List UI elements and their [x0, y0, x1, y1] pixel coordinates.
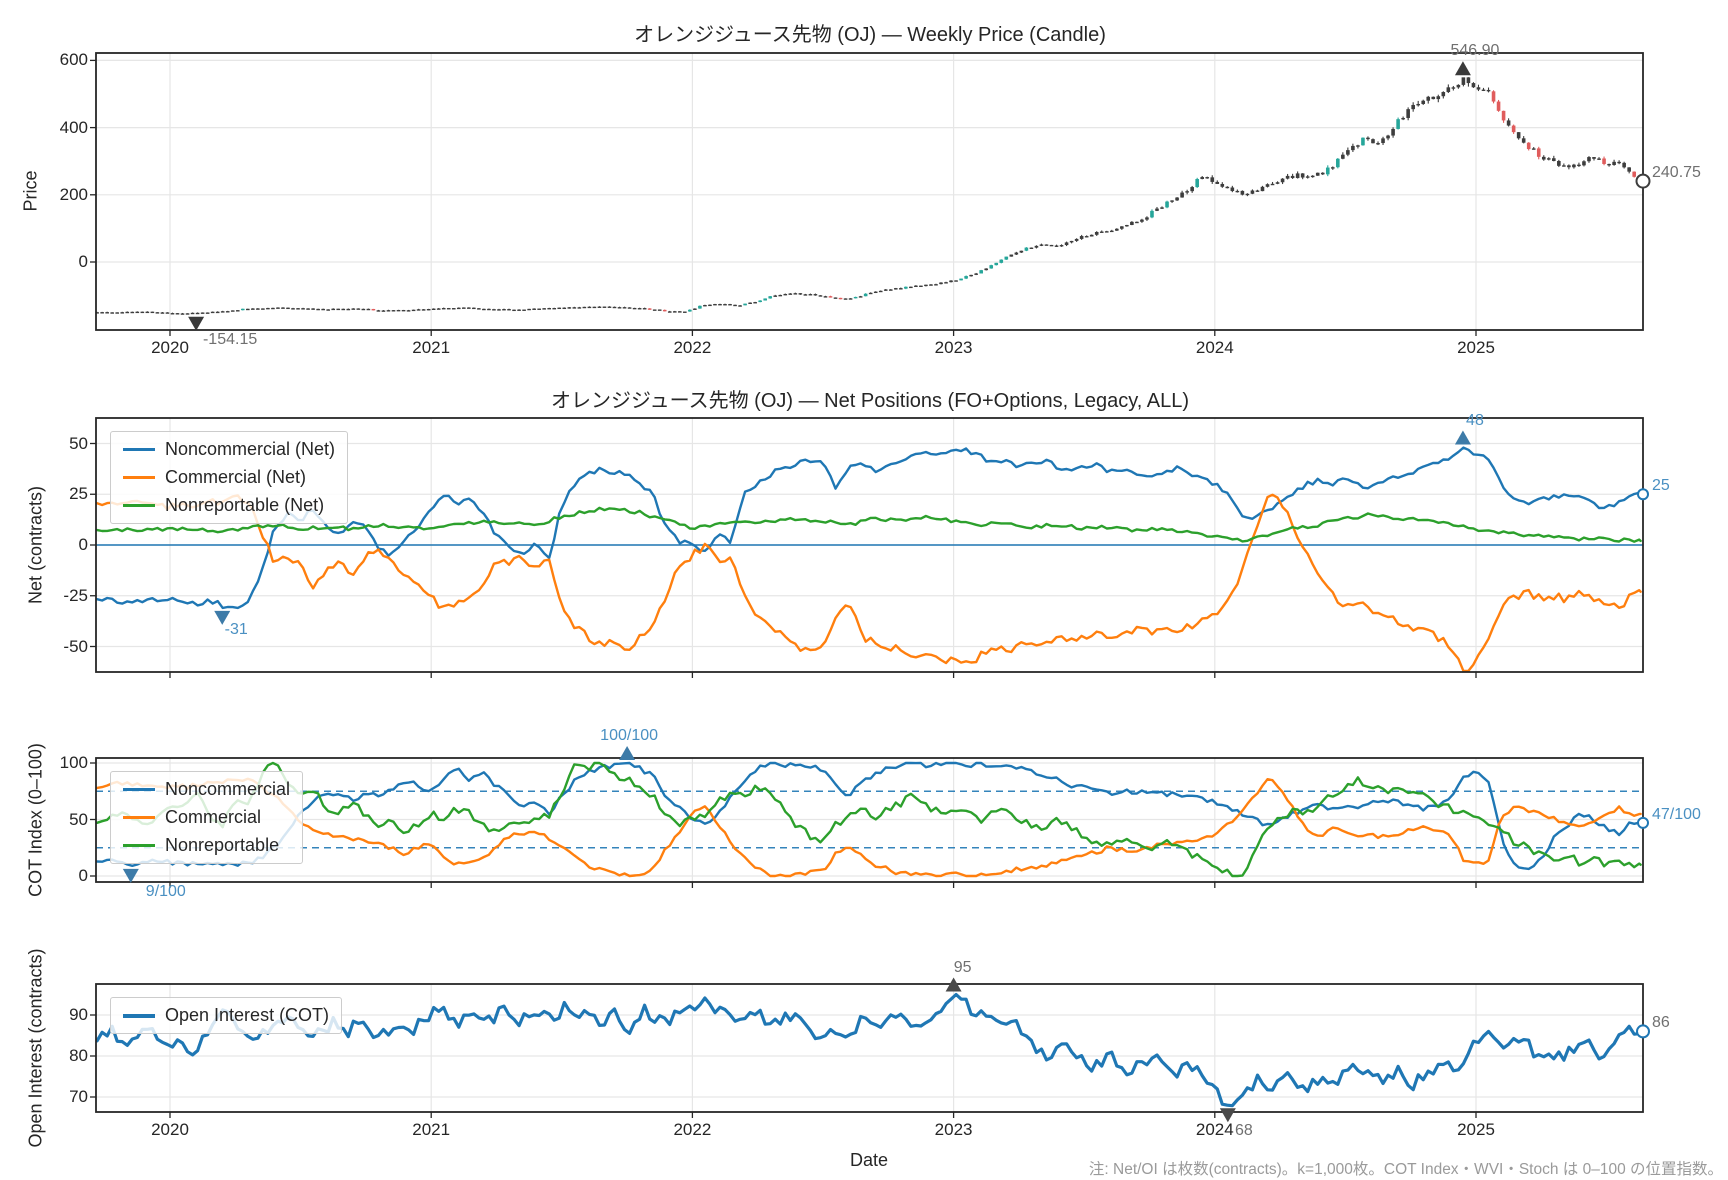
price-candles: [96, 77, 1643, 315]
oi-max-annotation: 95: [953, 958, 972, 976]
legend-item: Noncommercial: [123, 779, 290, 800]
oi-last-annotation: 86: [1652, 1014, 1670, 1032]
x-tick-label: 2025: [1457, 338, 1495, 357]
cot_index-series-2: [96, 761, 1642, 878]
legend-line-swatch-icon: [123, 816, 155, 819]
x-tick-label: 2022: [673, 338, 712, 357]
y-tick-label: 400: [59, 117, 88, 137]
legend-line-swatch-icon: [123, 448, 155, 451]
y-tick-label: 50: [69, 809, 88, 829]
x-tick-label: 2025: [1457, 1120, 1495, 1139]
panel-border-3: [95, 983, 1644, 1113]
y-tick-label: 600: [59, 50, 88, 70]
x-tick-label: 2020: [151, 1120, 189, 1139]
price-low-annotation: -154.15: [202, 330, 258, 348]
cot_index-series-0: [96, 761, 1642, 871]
last-point-marker: [1637, 816, 1649, 829]
cot-min-annotation: 9/100: [145, 882, 186, 900]
open_interest-series-0: [96, 992, 1643, 1108]
y-tick-label: 0: [78, 535, 88, 554]
x-tick-label: 2022: [673, 1120, 712, 1139]
min-marker-icon: [214, 610, 231, 625]
price-last-annotation: 240.75: [1652, 164, 1701, 182]
legend-item: Noncommercial (Net): [123, 439, 335, 460]
x-tick-label: 2020: [151, 338, 189, 357]
x-axis-label: Date: [849, 1150, 889, 1170]
last-point-marker: [1635, 173, 1651, 189]
y-tick-label: 0: [78, 866, 88, 885]
legend-label: Nonreportable: [165, 835, 280, 855]
net-series-1: [96, 493, 1642, 672]
legend-label: Noncommercial: [165, 779, 291, 799]
net-chart-title: オレンジジュース先物 (OJ) — Net Positions (FO+Opti…: [551, 390, 1189, 412]
legend-item: Commercial: [123, 807, 290, 828]
legend-item: Nonreportable (Net): [123, 495, 335, 516]
legend-item: Open Interest (COT): [123, 1005, 329, 1026]
cot-max-annotation: 100/100: [600, 727, 659, 744]
max-marker-icon: [1454, 61, 1471, 76]
legend-line-swatch-icon: [123, 1013, 155, 1018]
cot-legend: Noncommercial Commercial Nonreportable: [110, 771, 304, 864]
net-last-annotation: 25: [1652, 477, 1670, 495]
panel-border-0: [95, 52, 1644, 331]
max-marker-icon: [1454, 430, 1471, 445]
legend-label: Nonreportable (Net): [165, 495, 325, 515]
y-tick-label: 25: [69, 484, 88, 504]
legend-label: Noncommercial (Net): [165, 439, 336, 459]
legend-line-swatch-icon: [123, 476, 155, 479]
y-tick-label: 200: [59, 184, 88, 204]
min-marker-icon: [122, 868, 139, 883]
oi-min-annotation: 68: [1234, 1122, 1253, 1140]
legend-label: Open Interest (COT): [165, 1005, 330, 1025]
legend-line-swatch-icon: [123, 504, 155, 507]
gridlines-panel-0: [90, 53, 1643, 336]
x-tick-label: 2023: [934, 338, 973, 357]
panel-border-1: [95, 417, 1644, 673]
x-tick-label: 2021: [412, 338, 451, 357]
max-marker-icon: [619, 746, 636, 760]
x-tick-label: 2023: [934, 1120, 973, 1139]
price-chart-title: オレンジジュース先物 (OJ) — Weekly Price (Candle): [634, 24, 1106, 46]
y-tick-label: 50: [69, 433, 88, 453]
net-series-2: [96, 506, 1642, 543]
gridlines-panel-2: [90, 758, 1643, 888]
net-series-0: [96, 446, 1642, 610]
last-point-marker: [1636, 1024, 1650, 1039]
y-tick-label: 100: [59, 753, 88, 772]
cot_index-series-1: [96, 777, 1642, 878]
y-tick-label: -50: [63, 636, 88, 656]
legend-label: Commercial (Net): [165, 467, 307, 487]
legend-label: Commercial: [165, 807, 262, 827]
x-tick-label: 2024: [1195, 1120, 1234, 1139]
y-tick-label: 90: [69, 1005, 88, 1024]
x-tick-label: 2021: [412, 1120, 451, 1139]
net-min-annotation: -31: [224, 620, 248, 638]
legend-line-swatch-icon: [123, 788, 155, 791]
max-marker-icon: [945, 977, 962, 992]
cot-last-annotation: 47/100: [1652, 805, 1701, 823]
y-tick-label: 70: [69, 1087, 88, 1106]
legend-item: Commercial (Net): [123, 467, 335, 488]
net-max-annotation: 48: [1466, 411, 1484, 429]
legend-line-swatch-icon: [123, 844, 155, 847]
last-point-marker: [1637, 488, 1649, 501]
x-tick-label: 2024: [1195, 338, 1234, 357]
legend-item: Nonreportable: [123, 835, 290, 856]
oi-legend: Open Interest (COT): [110, 997, 343, 1034]
y-tick-label: 0: [78, 252, 88, 271]
price-high-annotation: 546.90: [1450, 42, 1500, 60]
y-tick-label: 80: [69, 1046, 88, 1065]
footnote: 注: Net/OI は枚数(contracts)。k=1,000枚。COT In…: [1088, 1161, 1723, 1178]
min-marker-icon: [1219, 1108, 1236, 1123]
y-tick-label: -25: [63, 585, 88, 605]
net-legend: Noncommercial (Net) Commercial (Net) Nonre…: [110, 431, 349, 524]
min-marker-icon: [188, 316, 205, 331]
